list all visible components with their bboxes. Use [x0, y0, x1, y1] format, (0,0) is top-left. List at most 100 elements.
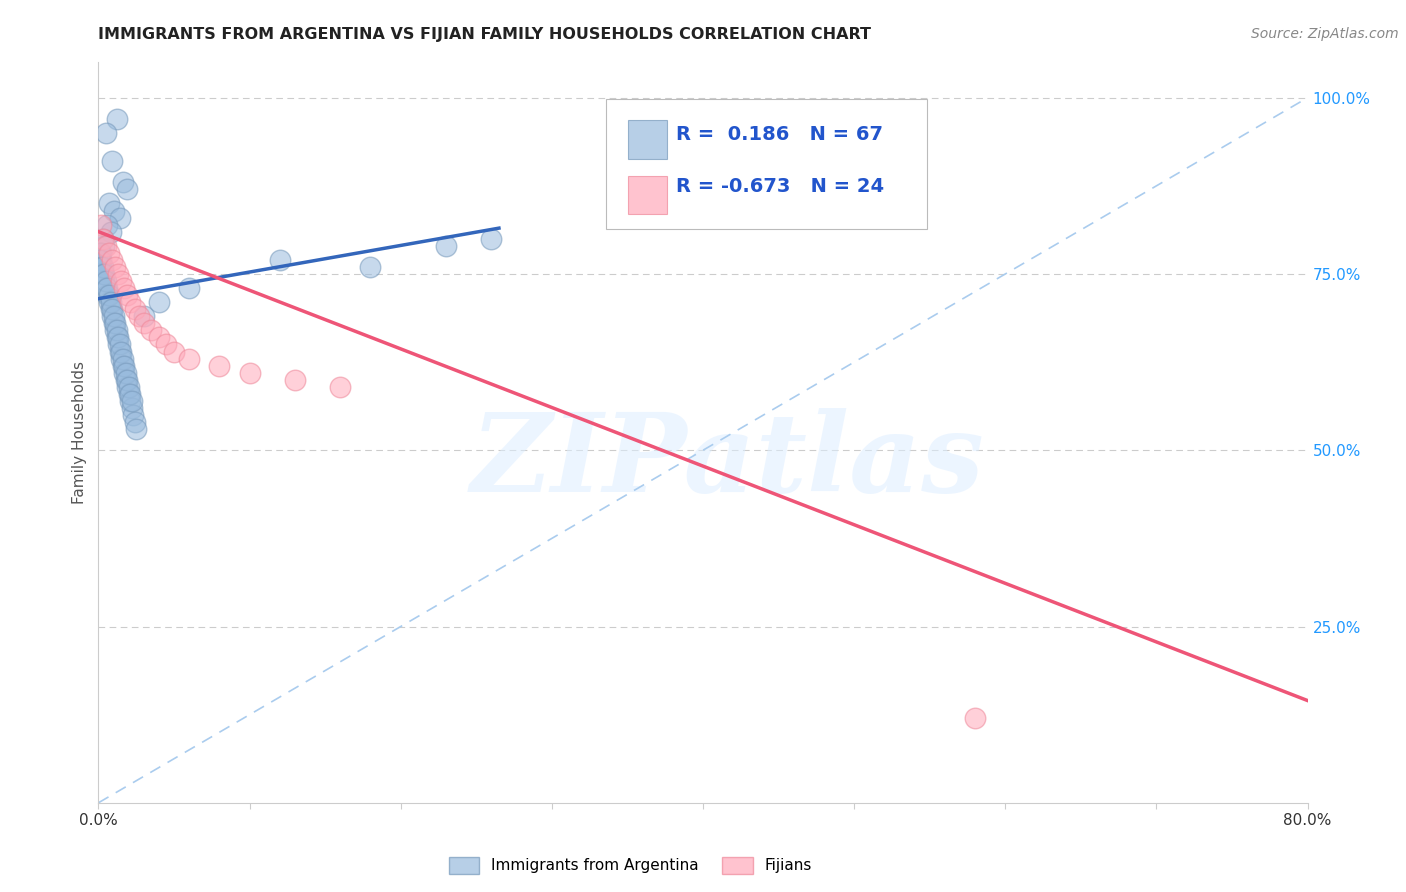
- Point: [100, 225, 122, 239]
- Point: [148, 330, 170, 344]
- Point: [114, 373, 136, 387]
- Point: [104, 260, 127, 274]
- Y-axis label: Family Households: Family Households: [72, 361, 87, 504]
- Point: [100, 295, 122, 310]
- Point: [179, 281, 201, 295]
- Point: [360, 260, 382, 274]
- Point: [110, 351, 132, 366]
- Point: [94, 274, 117, 288]
- Point: [124, 302, 146, 317]
- Point: [163, 344, 186, 359]
- Point: [111, 359, 134, 373]
- Point: [115, 288, 138, 302]
- Point: [239, 366, 262, 380]
- Point: [121, 401, 143, 415]
- Point: [132, 310, 155, 324]
- Point: [118, 387, 141, 401]
- Point: [101, 154, 124, 169]
- Point: [104, 323, 127, 337]
- Text: R =  0.186   N = 67: R = 0.186 N = 67: [676, 126, 883, 145]
- Point: [284, 373, 307, 387]
- Point: [96, 288, 118, 302]
- Point: [107, 337, 129, 351]
- FancyBboxPatch shape: [628, 176, 666, 214]
- Point: [105, 330, 128, 344]
- Point: [101, 302, 124, 317]
- Point: [93, 267, 115, 281]
- Point: [98, 295, 121, 310]
- Point: [269, 252, 291, 267]
- Point: [208, 359, 231, 373]
- Point: [115, 373, 138, 387]
- Point: [89, 245, 111, 260]
- Point: [111, 175, 134, 189]
- Text: IMMIGRANTS FROM ARGENTINA VS FIJIAN FAMILY HOUSEHOLDS CORRELATION CHART: IMMIGRANTS FROM ARGENTINA VS FIJIAN FAMI…: [98, 27, 872, 42]
- Point: [108, 211, 131, 225]
- Point: [108, 344, 131, 359]
- Point: [101, 310, 124, 324]
- Point: [90, 245, 112, 260]
- Point: [91, 232, 114, 246]
- Point: [103, 316, 125, 330]
- Point: [96, 281, 118, 295]
- Point: [89, 252, 111, 267]
- Point: [965, 711, 987, 725]
- Point: [481, 232, 503, 246]
- Point: [128, 310, 150, 324]
- Point: [107, 330, 129, 344]
- Point: [148, 295, 170, 310]
- Text: R = -0.673   N = 24: R = -0.673 N = 24: [676, 178, 884, 196]
- Point: [104, 316, 127, 330]
- Point: [114, 366, 136, 380]
- Text: ZIPatlas: ZIPatlas: [470, 409, 984, 516]
- Point: [110, 274, 132, 288]
- Point: [98, 245, 121, 260]
- Point: [90, 260, 112, 274]
- Point: [107, 267, 129, 281]
- Point: [98, 196, 121, 211]
- Point: [91, 267, 114, 281]
- Point: [120, 393, 142, 408]
- Point: [120, 387, 142, 401]
- Point: [115, 182, 138, 196]
- Point: [94, 281, 117, 295]
- Point: [90, 252, 112, 267]
- Point: [329, 380, 352, 394]
- Point: [94, 126, 117, 140]
- Point: [103, 310, 125, 324]
- Point: [125, 422, 148, 436]
- FancyBboxPatch shape: [606, 100, 927, 229]
- Legend: Immigrants from Argentina, Fijians: Immigrants from Argentina, Fijians: [443, 850, 818, 880]
- Point: [111, 351, 134, 366]
- Point: [91, 260, 114, 274]
- Point: [108, 337, 131, 351]
- Point: [112, 281, 135, 295]
- Point: [121, 393, 143, 408]
- Point: [100, 302, 122, 317]
- Text: Source: ZipAtlas.com: Source: ZipAtlas.com: [1251, 27, 1399, 41]
- Point: [112, 366, 135, 380]
- Point: [118, 380, 141, 394]
- Point: [155, 337, 177, 351]
- Point: [90, 218, 112, 232]
- Point: [434, 239, 457, 253]
- Point: [105, 323, 128, 337]
- Point: [115, 380, 138, 394]
- Point: [112, 359, 135, 373]
- Point: [98, 288, 121, 302]
- Point: [103, 203, 125, 218]
- Point: [122, 408, 145, 422]
- Point: [179, 351, 201, 366]
- FancyBboxPatch shape: [628, 120, 666, 159]
- Point: [124, 415, 146, 429]
- Point: [120, 295, 142, 310]
- Point: [132, 316, 155, 330]
- Point: [93, 274, 115, 288]
- Point: [91, 232, 114, 246]
- Point: [141, 323, 163, 337]
- Point: [93, 239, 115, 253]
- Point: [110, 344, 132, 359]
- Point: [94, 239, 117, 253]
- Point: [101, 252, 124, 267]
- Point: [96, 218, 118, 232]
